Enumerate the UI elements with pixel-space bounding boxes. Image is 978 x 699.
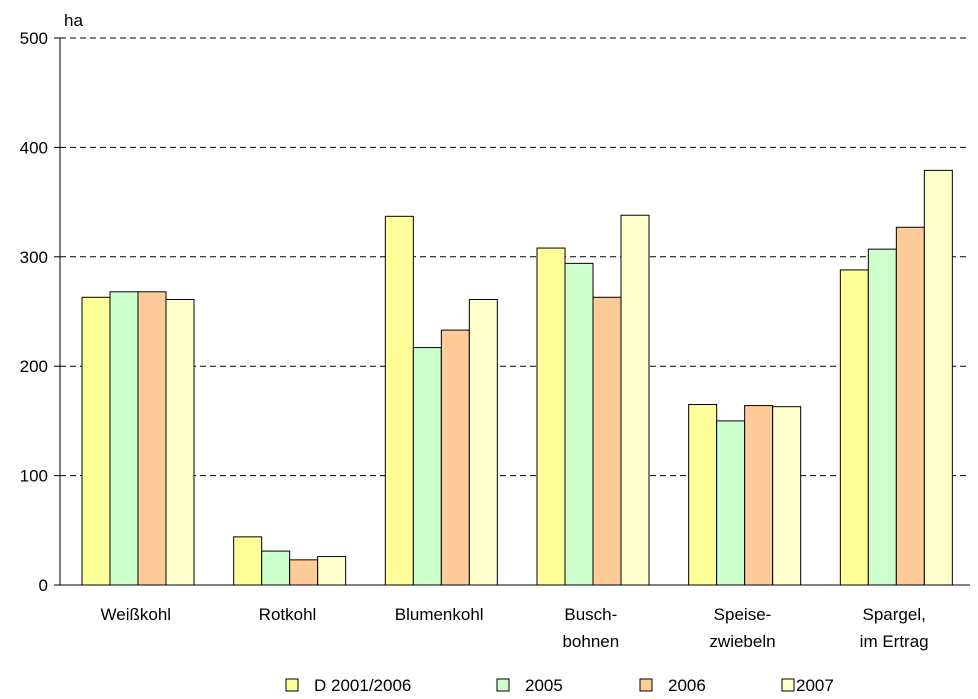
bar: [536, 247, 566, 586]
bar: [81, 296, 111, 586]
x-category-label: bohnen: [562, 632, 619, 651]
bar: [412, 347, 442, 586]
bar: [716, 420, 746, 586]
x-category-label: Rotkohl: [259, 605, 317, 624]
legend-label: 2005: [525, 676, 563, 695]
bar: [564, 262, 594, 586]
axes: [54, 37, 970, 586]
y-tick-labels: 0 100 200 300 400 500: [20, 29, 48, 595]
legend-label: D 2001/2006: [314, 676, 411, 695]
bar: [440, 329, 470, 586]
y-tick-label: 500: [20, 29, 48, 48]
x-category-label: Speise-: [714, 605, 772, 624]
bar: [620, 214, 650, 586]
bar: [109, 291, 139, 586]
bar: [384, 215, 414, 586]
y-tick-label: 300: [20, 248, 48, 267]
bar: [137, 291, 167, 586]
x-category-label: Blumenkohl: [395, 605, 484, 624]
bar: [165, 298, 195, 586]
y-tick-label: 400: [20, 138, 48, 157]
x-category-label: im Ertrag: [860, 632, 929, 651]
bar: [923, 169, 953, 586]
bar: [592, 296, 622, 586]
y-tick-label: 200: [20, 357, 48, 376]
x-category-labels: Weißkohl Rotkohl Blumenkohl Busch-bohnen Spe…: [101, 605, 929, 651]
bar: [468, 298, 498, 586]
x-category-label: Spargel,: [863, 605, 926, 624]
y-tick-label: 100: [20, 467, 48, 486]
legend-label: 2006: [668, 676, 706, 695]
bar: [233, 536, 263, 586]
legend-label: 2007: [796, 676, 834, 695]
x-category-label: Weißkohl: [101, 605, 172, 624]
legend-swatch: [496, 678, 510, 692]
y-tick-label: 0: [39, 576, 48, 595]
bar: [289, 559, 319, 586]
bar: [772, 406, 802, 586]
bar: [261, 550, 291, 586]
bar: [688, 403, 718, 586]
bar: [867, 248, 897, 586]
bar: [744, 405, 774, 586]
bar: [895, 226, 925, 586]
y-axis-unit-label: ha: [64, 11, 83, 30]
x-category-label: Busch-: [564, 605, 617, 624]
legend-swatch: [639, 678, 653, 692]
bar: [839, 269, 869, 586]
legend-swatch: [781, 678, 795, 692]
legend-swatch: [285, 678, 299, 692]
bars: [81, 169, 953, 586]
gridlines: [60, 37, 970, 477]
legend: D 2001/2006 2005 2006 2007: [285, 676, 834, 695]
bar: [317, 556, 347, 586]
x-category-label: zwiebeln: [709, 632, 775, 651]
